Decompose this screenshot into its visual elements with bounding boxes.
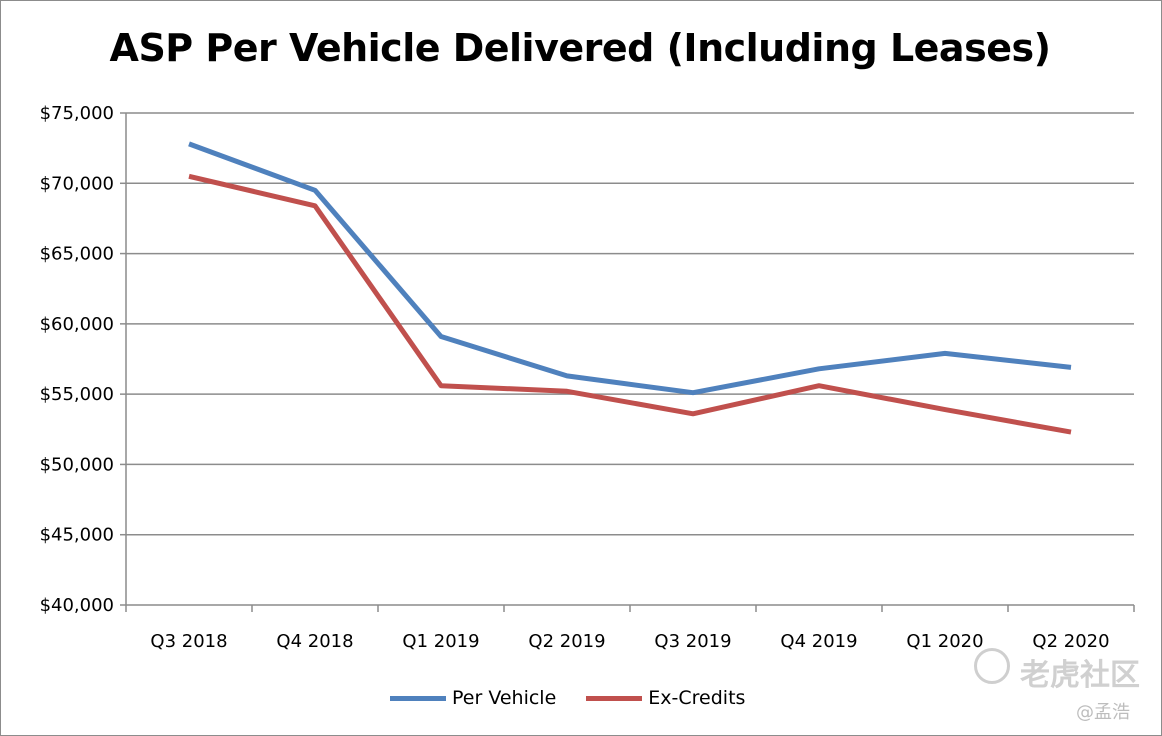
y-tick-label: $65,000	[40, 244, 114, 265]
x-tick-label: Q1 2019	[402, 631, 479, 652]
y-axis-ticks: $40,000 $45,000 $50,000 $55,000 $60,000 $65,0…	[40, 103, 126, 616]
y-tick-label: $60,000	[40, 314, 114, 335]
legend-label-ex-credits: Ex-Credits	[648, 687, 746, 709]
y-tick-label: $70,000	[40, 173, 114, 194]
x-tick-label: Q2 2019	[528, 631, 605, 652]
y-tick-label: $50,000	[40, 454, 114, 475]
legend: Per Vehicle Ex-Credits	[390, 684, 775, 712]
x-tick-label: Q1 2020	[906, 631, 983, 652]
y-tick-label: $55,000	[40, 384, 114, 405]
x-tick-label: Q2 2020	[1032, 631, 1109, 652]
legend-swatch-ex-credits	[586, 695, 643, 701]
y-tick-label: $40,000	[40, 595, 114, 616]
watermark-user: @孟浩	[1076, 702, 1130, 723]
legend-item-per-vehicle: Per Vehicle	[390, 687, 556, 709]
legend-item-ex-credits: Ex-Credits	[586, 687, 745, 709]
x-tick-label: Q4 2019	[780, 631, 857, 652]
x-tick-label: Q3 2019	[654, 631, 731, 652]
chart-title: ASP Per Vehicle Delivered (Including Lea…	[109, 26, 1051, 70]
x-axis-ticks: Q3 2018 Q4 2018 Q1 2019 Q2 2019 Q3 2019 Q4 20…	[125, 605, 1135, 652]
y-tick-label: $45,000	[40, 525, 114, 546]
x-tick-label: Q4 2018	[276, 631, 353, 652]
y-tick-label: $75,000	[40, 103, 114, 124]
watermark-brand: 老虎社区	[1020, 658, 1140, 693]
legend-swatch-per-vehicle	[390, 695, 446, 701]
series-lines	[188, 141, 1072, 435]
x-tick-label: Q3 2018	[150, 631, 227, 652]
legend-label-per-vehicle: Per Vehicle	[452, 687, 557, 709]
series-line-per-vehicle	[188, 141, 1072, 396]
series-line-ex-credits	[188, 173, 1072, 435]
watermark-logo-icon	[974, 648, 1010, 684]
